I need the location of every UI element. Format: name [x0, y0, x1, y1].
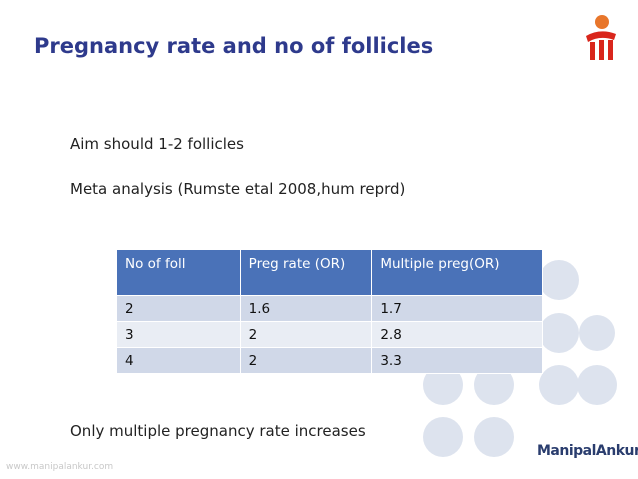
table-cell: 2.8 — [371, 321, 543, 348]
table-header: No of foll Preg rate (OR) Multiple preg(OR… — [116, 249, 543, 296]
table-cell: 1.6 — [239, 295, 373, 322]
table-cell: 4 — [116, 347, 241, 374]
slide-title: Pregnancy rate and no of follicles — [34, 34, 434, 58]
header-cell: Preg rate (OR) — [239, 249, 373, 296]
header-cell: No of foll — [116, 249, 241, 296]
table-row: 2 1.6 1.7 — [116, 295, 543, 322]
bullet: Aim should 1-2 follicles — [70, 135, 244, 153]
circle-pattern — [423, 260, 617, 457]
table-cell: 2 — [239, 347, 373, 374]
table-cell: 2 — [116, 295, 241, 322]
bullet: Meta analysis (Rumste etal 2008,hum repr… — [70, 180, 406, 198]
header-cell: Multiple preg(OR) — [371, 249, 543, 296]
brand-logo: ManipalAnkur — [537, 443, 638, 459]
table-row: 4 2 3.3 — [116, 347, 543, 374]
data-table: No of foll Preg rate (OR) Multiple preg(OR… — [116, 249, 543, 374]
table-cell: 2 — [239, 321, 373, 348]
logo-icon — [586, 15, 616, 60]
table-cell: 1.7 — [371, 295, 543, 322]
conclusion: Only multiple pregnancy rate increases — [70, 422, 366, 440]
table-cell: 3.3 — [371, 347, 543, 374]
table-cell: 3 — [116, 321, 241, 348]
table-row: 3 2 2.8 — [116, 321, 543, 348]
website: www.manipalankur.com — [6, 462, 114, 472]
